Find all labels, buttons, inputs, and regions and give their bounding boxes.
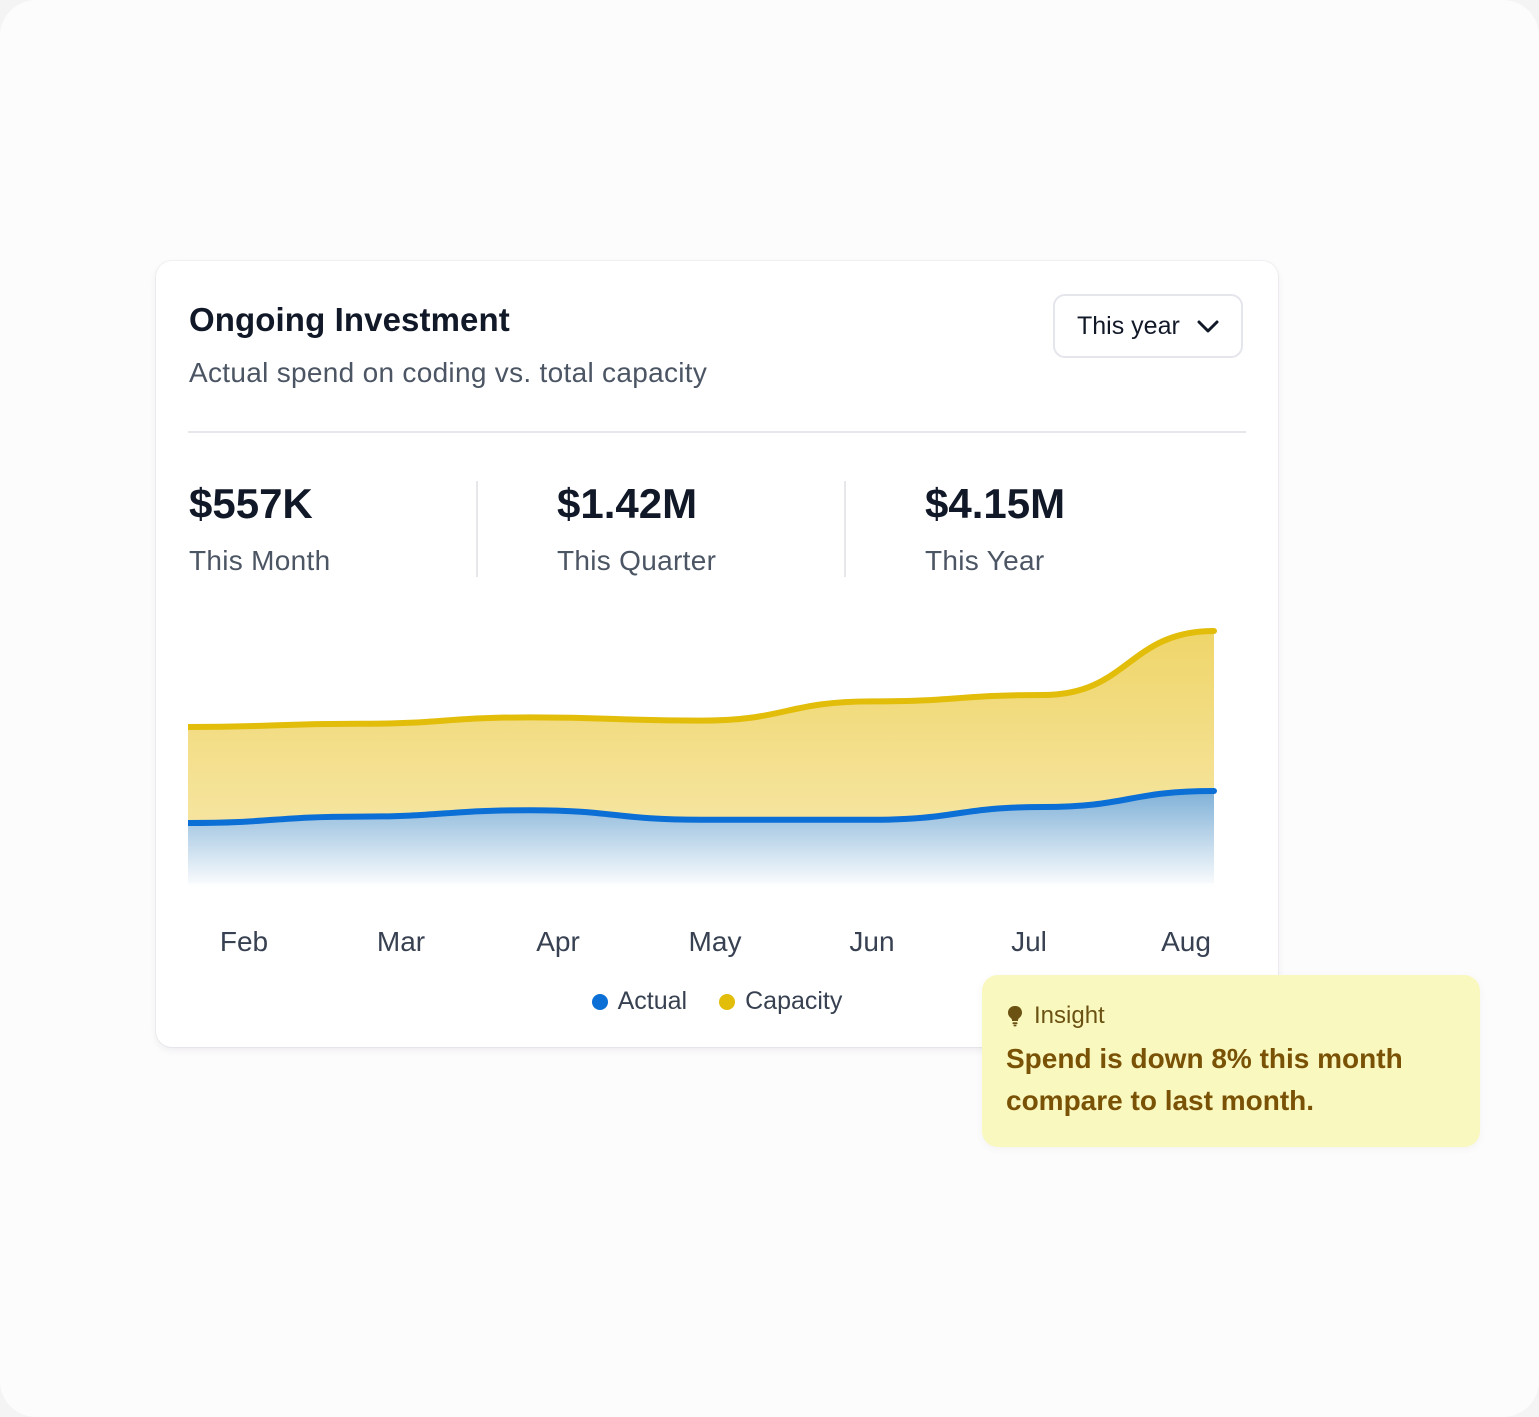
insight-callout: Insight Spend is down 8% this month comp… [982, 975, 1480, 1147]
x-tick-label: Jul [1011, 926, 1047, 957]
legend-label: Actual [617, 987, 688, 1015]
x-tick-label: Jun [849, 926, 894, 957]
stat-label: This Quarter [557, 545, 717, 576]
header-divider [188, 431, 1246, 433]
insight-text-line: Spend is down 8% this month [1006, 1043, 1403, 1074]
investment-card: Ongoing Investment Actual spend on codin… [156, 261, 1278, 1047]
x-tick-label: Feb [220, 926, 268, 957]
period-select[interactable]: This year [1053, 294, 1243, 358]
legend-label: Capacity [745, 987, 843, 1015]
stat-divider [844, 481, 846, 577]
stat-label: This Month [189, 545, 331, 576]
stat-divider [476, 481, 478, 577]
legend-item-capacity[interactable]: Capacity [719, 987, 842, 1016]
insight-text: Spend is down 8% this month compare to l… [1006, 1038, 1456, 1122]
legend-item-actual[interactable]: Actual [591, 987, 688, 1016]
stat-value: $4.15M [925, 480, 1066, 527]
chart-legend: Actual Capacity [156, 987, 1278, 1016]
capacity-series-line [188, 628, 1217, 730]
insight-heading: Insight [1034, 1002, 1105, 1029]
area-chart: Feb Mar Apr May Jun Jul Aug [188, 628, 1217, 957]
stat-label: This Year [925, 545, 1045, 576]
chevron-down-icon [1197, 320, 1219, 333]
insight-text-line: compare to last month. [1006, 1085, 1315, 1116]
stat-this-year: $4.15M This Year [925, 483, 1065, 577]
legend-dot-capacity [719, 993, 736, 1010]
stat-value: $1.42M [557, 480, 698, 527]
legend-dot-actual [591, 993, 608, 1010]
x-tick-label: Apr [536, 926, 580, 957]
area-bottom-fade [188, 883, 1214, 889]
lightbulb-icon [1008, 1006, 1022, 1027]
period-select-value: This year [1077, 311, 1180, 340]
card-subtitle: Actual spend on coding vs. total capacit… [189, 357, 708, 388]
x-tick-label: Mar [377, 926, 425, 957]
stat-this-quarter: $1.42M This Quarter [557, 483, 716, 577]
stat-value: $557K [189, 480, 313, 527]
x-tick-label: May [689, 926, 742, 957]
card-title: Ongoing Investment [189, 301, 510, 338]
x-tick-label: Aug [1161, 926, 1211, 957]
insight-header: Insight [1006, 1002, 1456, 1030]
actual-series-line [188, 788, 1217, 826]
stat-this-month: $557K This Month [189, 483, 331, 577]
